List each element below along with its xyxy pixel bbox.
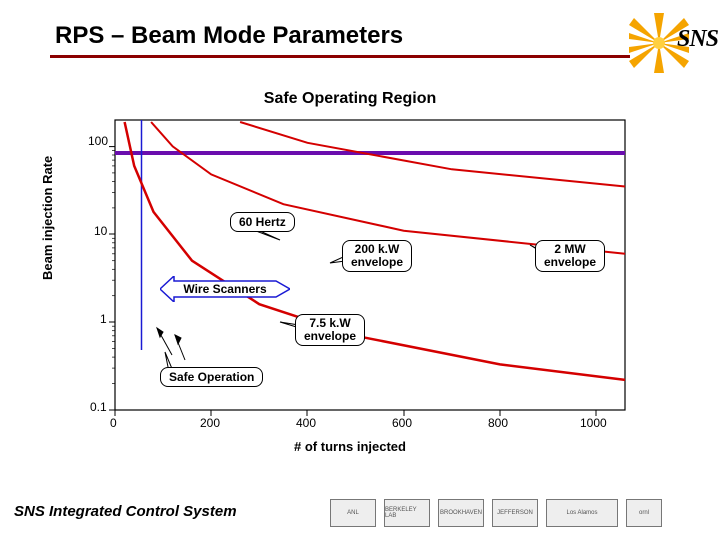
footer-text: SNS Integrated Control System <box>14 503 237 520</box>
lab-logo-jefferson: JEFFERSON <box>492 499 538 527</box>
xtick-800: 800 <box>488 416 508 430</box>
ytick-10: 10 <box>94 224 107 238</box>
callout-wire-text: Wire Scanners <box>160 276 290 302</box>
ytick-1: 1 <box>100 312 107 326</box>
xtick-0: 0 <box>110 416 117 430</box>
curve-200kw <box>151 122 625 254</box>
x-axis-label: # of turns injected <box>60 439 640 454</box>
chart-title: Safe Operating Region <box>60 90 640 108</box>
callout-60hz: 60 Hertz <box>230 212 295 232</box>
lab-logo-brookhaven: BROOKHAVEN <box>438 499 484 527</box>
callout-wire-scanners: Wire Scanners <box>160 276 290 307</box>
lab-logo-berkeley: BERKELEY LAB <box>384 499 430 527</box>
callout-safe: Safe Operation <box>160 367 263 387</box>
slide-root: RPS – Beam Mode Parameters SNS Safe Oper… <box>0 0 720 540</box>
footer-logos: ANL BERKELEY LAB BROOKHAVEN JEFFERSON Lo… <box>330 498 662 528</box>
xtick-1000: 1000 <box>580 416 607 430</box>
sns-logo: SNS <box>629 8 720 73</box>
chart-container: Safe Operating Region Beam injection Rat… <box>60 90 640 450</box>
ytick-0p1: 0.1 <box>90 400 107 414</box>
callout-2mw: 2 MWenvelope <box>535 240 605 272</box>
callout-7p5kw: 7.5 k.Wenvelope <box>295 314 365 346</box>
xtick-200: 200 <box>200 416 220 430</box>
callout-200kw: 200 k.Wenvelope <box>342 240 412 272</box>
lab-logo-anl: ANL <box>330 499 376 527</box>
sns-logo-text: SNS <box>677 26 718 53</box>
ytick-100: 100 <box>88 134 108 148</box>
callout-7p5kw-text: 7.5 k.Wenvelope <box>304 316 356 343</box>
y-axis-label: Beam injection Rate <box>40 156 55 280</box>
callout-2mw-text: 2 MWenvelope <box>544 242 596 269</box>
xtick-600: 600 <box>392 416 412 430</box>
xtick-400: 400 <box>296 416 316 430</box>
lab-logo-ornl: ornl <box>626 499 662 527</box>
lab-logo-losalamos: Los Alamos <box>546 499 618 527</box>
slide-title: RPS – Beam Mode Parameters <box>55 22 403 50</box>
title-underline <box>50 55 630 58</box>
